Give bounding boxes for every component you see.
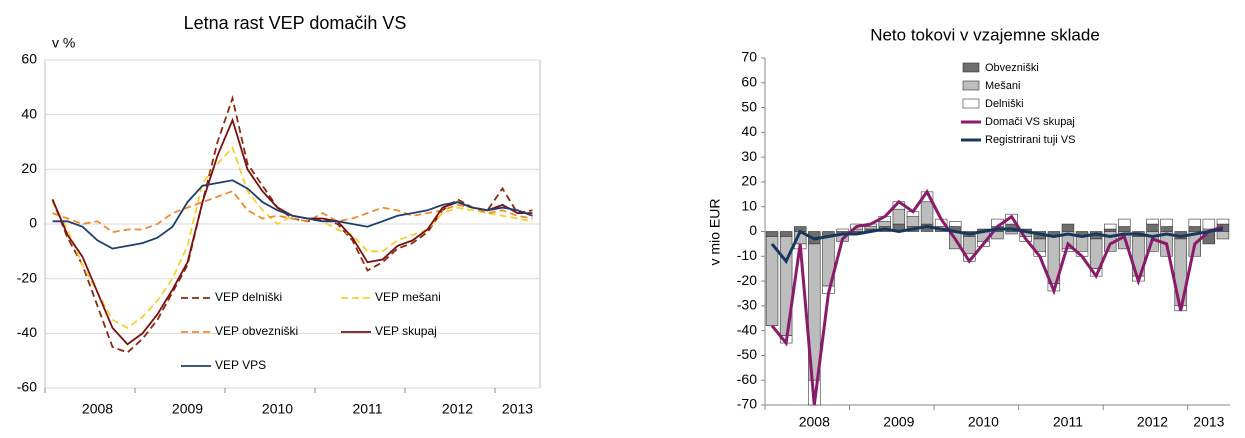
x-tick-label: 2012 (1137, 414, 1168, 430)
bar (892, 208, 906, 225)
y-tick-label: -50 (737, 346, 757, 362)
bar (1061, 223, 1075, 232)
y-tick-label: 70 (741, 49, 757, 65)
y-tick-label: -60 (17, 379, 37, 395)
y-tick-label: 40 (21, 105, 37, 121)
bar (949, 221, 962, 227)
legend-swatch (962, 62, 980, 73)
legend-label: VEP delniški (215, 290, 282, 304)
bar (1104, 223, 1117, 230)
y-tick-label: 20 (21, 160, 37, 176)
y-tick-label: -10 (737, 247, 757, 263)
x-tick-label: 2012 (442, 401, 473, 417)
y-tick-label: 40 (741, 123, 757, 139)
bar (1188, 218, 1201, 227)
bar (1216, 218, 1230, 225)
bar (1216, 231, 1230, 240)
line (770, 224, 1224, 264)
bar (1146, 223, 1159, 232)
bar (864, 226, 877, 230)
legend-swatch (962, 98, 980, 109)
bar (1146, 218, 1159, 225)
bar (878, 221, 891, 227)
y-tick-label: -20 (737, 272, 757, 288)
x-tick-label: 2011 (352, 401, 382, 417)
x-tick-label: 2010 (968, 414, 999, 430)
y-tick-label: -20 (17, 269, 37, 285)
line (51, 145, 533, 329)
bar (1104, 228, 1117, 232)
y-tick-label: -60 (737, 371, 757, 387)
chart-title: Neto tokovi v vzajemne sklade (870, 25, 1100, 44)
legend-label: Mešani (985, 80, 1020, 92)
x-tick-label: 2013 (1193, 414, 1224, 430)
y-tick-label: 0 (749, 222, 757, 238)
chart-title: Letna rast VEP domačih VS (184, 13, 407, 33)
bar (1118, 218, 1131, 227)
legend-label: Delniški (985, 98, 1024, 110)
y-tick-label: 60 (741, 73, 757, 89)
bar (1005, 231, 1018, 235)
bar (765, 231, 779, 237)
bar (1075, 236, 1089, 252)
x-tick-label: 2010 (262, 401, 293, 417)
y-tick-label: 50 (741, 98, 757, 114)
bar (1188, 226, 1201, 232)
legend-label: Registrirani tuji VS (985, 134, 1075, 146)
x-tick-label: 2009 (883, 414, 914, 430)
x-tick-label: 2013 (502, 401, 533, 417)
x-tick-label: 2011 (1053, 414, 1083, 430)
legend-label: VEP skupaj (375, 324, 437, 338)
legend-label: Domači VS skupaj (985, 116, 1075, 128)
bar (1160, 226, 1173, 232)
x-tick-label: 2008 (82, 401, 113, 417)
bar (779, 231, 793, 237)
line (51, 117, 533, 346)
legend-label: VEP obvezniški (215, 324, 298, 338)
y-tick-label: -40 (737, 321, 757, 337)
bar (836, 228, 849, 232)
legend-label: Obvezniški (985, 62, 1039, 74)
y-axis-label: v mio EUR (707, 199, 723, 266)
bar (920, 201, 934, 225)
legend-swatch (962, 80, 980, 91)
line (51, 95, 533, 354)
y-tick-label: 10 (741, 197, 757, 213)
legend-label: VEP VPS (215, 358, 266, 372)
bar (1160, 218, 1173, 227)
y-axis-label: v % (52, 35, 75, 51)
line (52, 179, 533, 250)
y-tick-label: 0 (29, 215, 37, 231)
bar (1118, 226, 1131, 232)
x-tick-label: 2009 (172, 401, 203, 417)
y-tick-label: -30 (737, 297, 757, 313)
legend-label: VEP mešani (375, 290, 441, 304)
bar (1202, 218, 1216, 230)
y-tick-label: 30 (741, 148, 757, 164)
y-tick-label: -40 (17, 324, 37, 340)
bar (906, 216, 920, 227)
y-tick-label: -70 (737, 396, 757, 412)
y-tick-label: 20 (741, 173, 757, 189)
line (52, 190, 533, 234)
y-tick-label: 60 (21, 51, 37, 67)
bar (963, 236, 976, 255)
x-tick-label: 2008 (799, 414, 830, 430)
